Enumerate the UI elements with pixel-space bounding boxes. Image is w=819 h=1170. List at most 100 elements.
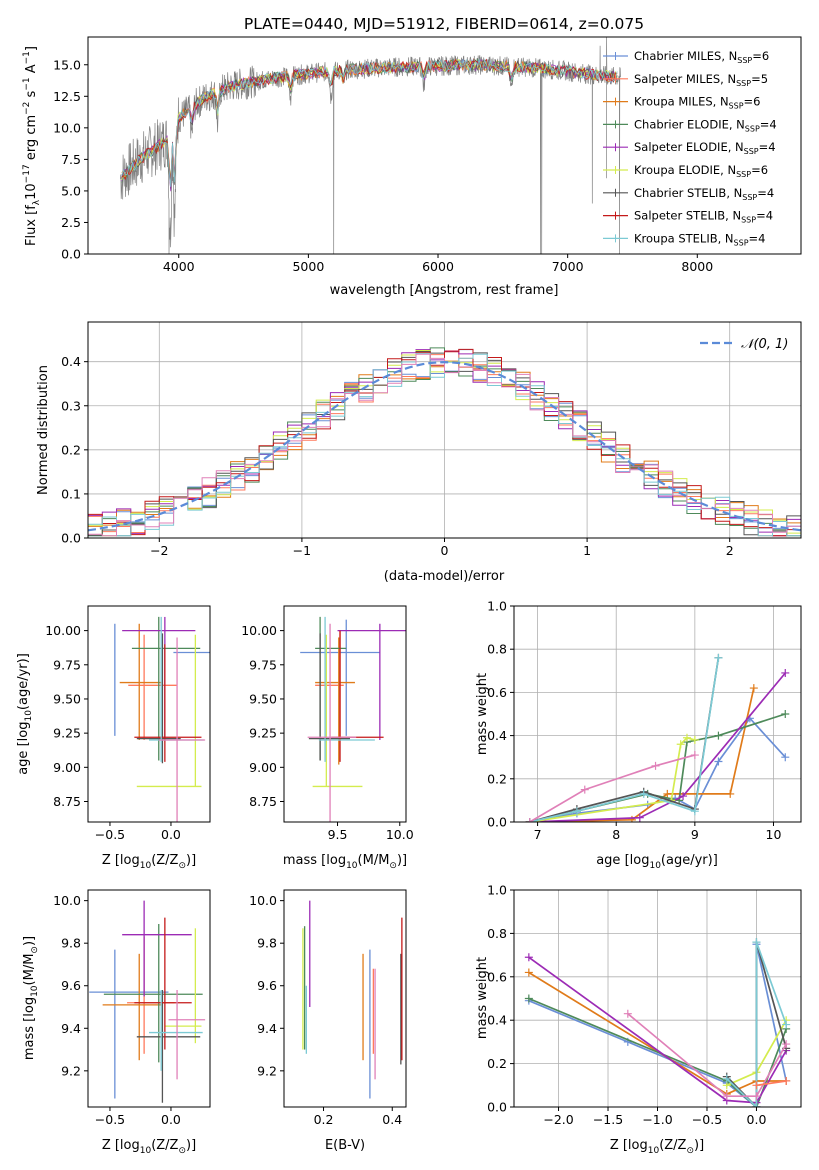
- x-tick-label: 10: [766, 827, 782, 842]
- plot-area: [524, 938, 791, 1107]
- x-tick-label: −0.5: [95, 827, 125, 842]
- y-tick-label: 9.00: [53, 760, 81, 775]
- model-spectrum-line: [121, 58, 618, 185]
- weight-marker: [524, 953, 533, 962]
- weight-line: [529, 716, 786, 822]
- y-axis-label-part: age [log: [16, 722, 31, 775]
- x-axis-label: wavelength [Angstrom, rest frame]: [330, 283, 559, 298]
- y-tick-label: 0.2: [487, 1056, 507, 1071]
- y-tick-label: 2.5: [61, 215, 81, 230]
- model-spectrum-line: [121, 59, 618, 192]
- y-axis-label: mass weight: [475, 957, 490, 1039]
- plot-area: [89, 900, 206, 1103]
- y-tick-label: 10.00: [45, 623, 81, 638]
- y-tick-label: 9.8: [257, 936, 277, 951]
- weight-series: [525, 751, 699, 822]
- weight-marker: [752, 938, 761, 947]
- weight-marker: [752, 1092, 761, 1101]
- y-tick-label: 0.6: [487, 685, 507, 700]
- y-tick-label: 10.0: [53, 120, 81, 135]
- axes: 4000 5000 6000 7000 8000 0.0 2.5 5.0 7.5 10.0 12.5…: [53, 36, 802, 274]
- x-axis-label-part: (age/yr)]: [661, 853, 718, 868]
- y-tick-label: 9.25: [53, 726, 81, 741]
- x-axis-label-part: ⊙: [178, 1146, 186, 1156]
- x-tick-label: −1.0: [642, 1112, 672, 1127]
- x-axis-label-part: )]: [186, 853, 196, 868]
- weight-series: [525, 668, 790, 822]
- x-tick-label: −2: [150, 543, 168, 558]
- axes: −0.5 0.0 9.2 9.4 9.6 9.8 10.0: [53, 889, 211, 1127]
- y-axis-label-part: (M/M: [22, 954, 37, 986]
- y-axis-label: mass [log10(M/M⊙)]: [22, 936, 40, 1060]
- x-axis-label-part: Z [log: [102, 1138, 140, 1153]
- x-tick-label: −1.5: [593, 1112, 623, 1127]
- weight-series: [722, 938, 791, 1107]
- weight-marker: [663, 789, 672, 798]
- legend-label-tail: =6: [744, 95, 761, 109]
- weight-line: [529, 657, 720, 822]
- errorbar-point: [134, 917, 192, 1050]
- x-tick-label: 8: [612, 827, 620, 842]
- y-axis-label-part: Flux [f: [24, 205, 39, 246]
- y-tick-label: 0.8: [487, 642, 507, 657]
- y-tick-label: 9.6: [257, 978, 277, 993]
- legend-label: Chabrier ELODIE, NSSP=4: [634, 117, 777, 133]
- errorbar-point: [103, 924, 203, 1063]
- x-axis-label: mass [log10(M/M⊙)]: [283, 853, 407, 871]
- y-axis-label: Normed distribution: [36, 365, 51, 495]
- legend-label-main: Salpeter STELIB, N: [634, 209, 741, 223]
- y-axis-label-part: −1: [22, 77, 32, 90]
- axes-frame: [513, 605, 802, 823]
- x-tick-label: 10.0: [386, 827, 414, 842]
- weight-series: [752, 1076, 791, 1090]
- x-tick-label: 4000: [163, 259, 195, 274]
- axes-frame: [87, 36, 802, 255]
- model-spectrum-line: [121, 58, 618, 187]
- y-tick-label: 0.4: [487, 1013, 507, 1028]
- errorbar-point: [168, 989, 206, 1080]
- weight-line: [627, 1013, 787, 1098]
- weight-marker: [714, 653, 723, 662]
- y-tick-label: 0.1: [61, 486, 81, 501]
- y-tick-label: 9.50: [53, 691, 81, 706]
- legend-label-sub: SSP: [736, 79, 751, 88]
- weight-line: [756, 1080, 787, 1087]
- y-axis-label: age [log10(age/yr)]: [16, 653, 34, 775]
- legend-label-sub: SSP: [729, 102, 744, 111]
- y-axis-label: mass weight: [475, 673, 490, 755]
- x-axis-label-part: 10: [346, 861, 358, 871]
- y-tick-label: 0.4: [61, 354, 81, 369]
- x-axis-label: Z [log10(Z/Z⊙)]: [610, 1138, 704, 1156]
- spectrum-panel: 4000 5000 6000 7000 8000 0.0 2.5 5.0 7.5 10.0 12.5…: [22, 36, 802, 298]
- legend-label-tail: =4: [759, 140, 776, 154]
- errorbar-point: [136, 633, 181, 764]
- legend-label-sub: SSP: [734, 238, 749, 247]
- legend-label-tail: =6: [752, 49, 769, 63]
- axes-frame: [87, 605, 211, 823]
- legend-label: Kroupa MILES, NSSP=6: [634, 95, 760, 111]
- weight-marker: [722, 1092, 731, 1101]
- y-axis-label-part: −2: [22, 102, 32, 115]
- x-axis-label-part: 10: [140, 1146, 152, 1156]
- y-tick-label: 0.0: [487, 1100, 507, 1115]
- legend-label: Salpeter MILES, NSSP=5: [634, 72, 768, 88]
- x-tick-label: 7000: [552, 259, 584, 274]
- weight-vs-metallicity-panel: −2.0 −1.5 −1.0 −0.5 0.0 0.0 0.2 0.4 0.6 0.8 1.0 Z […: [475, 883, 802, 1156]
- legend-label-main: Chabrier STELIB, N: [634, 186, 742, 200]
- legend-label-tail: =4: [760, 117, 777, 131]
- y-tick-label: 9.25: [249, 726, 277, 741]
- weight-marker: [572, 807, 581, 816]
- weight-marker: [726, 789, 735, 798]
- weight-marker: [690, 751, 699, 760]
- errorbar-point: [119, 623, 163, 740]
- weight-marker: [651, 761, 660, 770]
- x-tick-label: −0.5: [692, 1112, 722, 1127]
- y-tick-label: 10.0: [249, 893, 277, 908]
- x-axis-label-part: (Z/Z: [659, 1138, 686, 1153]
- weight-marker: [524, 968, 533, 977]
- x-axis-label-part: 10: [140, 861, 152, 871]
- errorbar-point: [131, 616, 201, 761]
- weight-marker: [714, 757, 723, 766]
